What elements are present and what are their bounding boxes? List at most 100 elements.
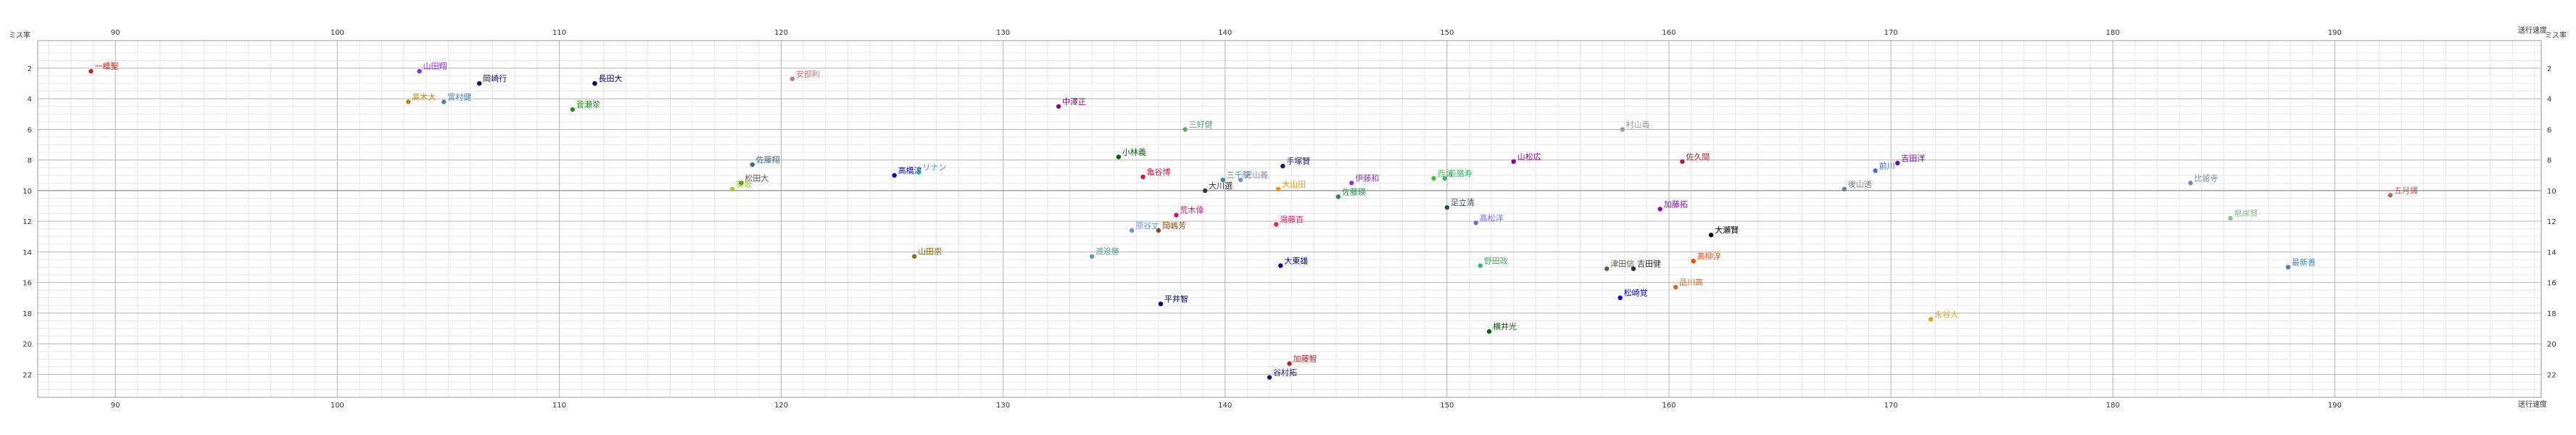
x-tick-label: 100 [331, 402, 344, 410]
data-point [1267, 375, 1272, 380]
x-tick-label: 130 [996, 29, 1010, 37]
y-tick-label: 18 [2547, 310, 2556, 318]
y-tick-label: 16 [22, 280, 32, 288]
data-point-label: 永谷大 [1934, 309, 1958, 319]
data-points: 一橋聖 山田翔岡崎行高木大 宮村健 長田大菅瀬翠 安部利中澤正三好健 村山義佐藤翔高橋淳リ… [88, 61, 2418, 380]
data-point [1680, 159, 1685, 165]
data-point-label: 西城 [1437, 169, 1453, 178]
data-point-label: 佐久間 [1686, 152, 1710, 162]
data-point [1618, 295, 1623, 300]
data-point [1842, 186, 1847, 192]
data-point [739, 181, 744, 186]
data-point-label: 大東雄 [1284, 255, 1308, 265]
x-tick-label: 130 [996, 402, 1010, 410]
x-tick-label: 150 [1440, 29, 1454, 37]
y-tick-label: 4 [28, 96, 32, 104]
x-tick-label: 170 [1884, 29, 1898, 37]
y-tick-labels-left: 2 4 6 8 10 12 14 16 18 20 22 [22, 65, 32, 379]
data-point-label: 三千院 [1227, 170, 1251, 180]
data-point-label: 原谷丈 [1135, 221, 1159, 231]
data-point-label: 沢山義 [1244, 170, 1268, 180]
x-tick-labels-top: 90 100 110 120 130 140 150 160 170 180 190 [111, 29, 2342, 37]
x-tick-label: 120 [774, 29, 788, 37]
y-tick-label: 22 [22, 371, 32, 379]
data-point-label: 後山透 [1848, 179, 1872, 189]
data-point-label: 前膳寿 [1449, 168, 1473, 178]
data-point-label: 安部利 [796, 69, 820, 79]
data-point-label: 野田政 [1484, 255, 1508, 265]
data-point-label: 手塚賢 [1286, 156, 1310, 166]
data-point [1280, 163, 1285, 169]
data-point [1691, 258, 1696, 264]
data-point [1089, 254, 1095, 259]
major-grid [38, 41, 2541, 397]
data-point [1056, 104, 1061, 109]
x-tick-label: 140 [1218, 29, 1232, 37]
x-tick-label: 150 [1440, 402, 1454, 410]
data-point [1349, 181, 1354, 186]
data-point [1511, 159, 1516, 165]
data-point [750, 162, 755, 167]
x-tick-label: 160 [1662, 29, 1676, 37]
data-point [1335, 194, 1341, 199]
y-tick-label: 10 [2547, 188, 2556, 196]
data-point-label: 一橋聖 [94, 61, 118, 71]
data-point [417, 69, 422, 74]
data-point-label: 松崎覚 [1624, 288, 1648, 298]
y-tick-label: 8 [28, 157, 32, 165]
data-point [1202, 188, 1208, 194]
data-point-label: 岡嶋芳 [1162, 220, 1186, 231]
data-point [892, 173, 897, 178]
data-point-label: 品川高 [1679, 277, 1703, 287]
data-point [1156, 228, 1161, 233]
data-point [1486, 329, 1492, 334]
data-point-label: 加藤智 [1293, 354, 1317, 364]
data-point-label: 高橋淳 [898, 165, 922, 175]
data-point [1604, 266, 1610, 271]
data-point-label: 松田大 [745, 173, 769, 183]
data-point [570, 107, 575, 112]
x-tick-label: 180 [2106, 402, 2120, 410]
data-point [2188, 181, 2193, 186]
data-point [1620, 127, 1625, 132]
data-point [1673, 284, 1678, 290]
data-point-label: 谷村拓 [1273, 368, 1297, 378]
data-point-label: リナン [922, 163, 946, 173]
data-point-label: 最新善 [2292, 257, 2316, 268]
x-tick-label: 190 [2328, 29, 2342, 37]
data-point-label: 村山義 [1626, 119, 1650, 129]
data-point [1140, 174, 1146, 180]
plot-frame [37, 40, 2542, 398]
data-point-label: 津田信 [1610, 260, 1634, 269]
data-point-label: 平井智 [1164, 294, 1188, 304]
x-tick-label: 170 [1884, 402, 1898, 410]
data-point [1278, 263, 1283, 268]
data-point-label: 山田崇 [918, 247, 942, 257]
x-tick-label: 110 [552, 402, 566, 410]
y-tick-label: 12 [2547, 218, 2556, 226]
data-point-label: 加藤拓 [1664, 199, 1688, 209]
data-point [1116, 154, 1121, 160]
data-point-label: 比留寺 [2194, 173, 2218, 183]
data-point [1442, 175, 1447, 181]
data-point [1129, 228, 1135, 233]
data-point [1657, 207, 1662, 212]
data-point-label: 菅瀬翠 [576, 99, 600, 109]
data-point-label: 湯藤百 [1280, 215, 1304, 224]
data-point-label: 小林義 [1122, 146, 1146, 157]
y-tick-label: 20 [22, 341, 32, 349]
y-tick-label: 6 [28, 126, 32, 134]
y-tick-label: 14 [2547, 249, 2556, 257]
data-point-label: 高松洋 [1480, 212, 1504, 223]
data-point [88, 69, 94, 74]
data-point [729, 186, 735, 192]
y-tick-labels-right: 2 4 6 8 10 12 14 16 18 20 22 [2547, 65, 2556, 379]
data-point-label: 根岸賢 [2234, 208, 2258, 218]
data-point [2228, 215, 2233, 221]
x-tick-label: 120 [774, 402, 788, 410]
data-point [476, 80, 482, 86]
y-tick-label: 14 [22, 249, 32, 257]
data-point [406, 99, 411, 104]
data-point-label: 中澤正 [1062, 97, 1086, 107]
data-point-label: 山松広 [1517, 152, 1541, 162]
